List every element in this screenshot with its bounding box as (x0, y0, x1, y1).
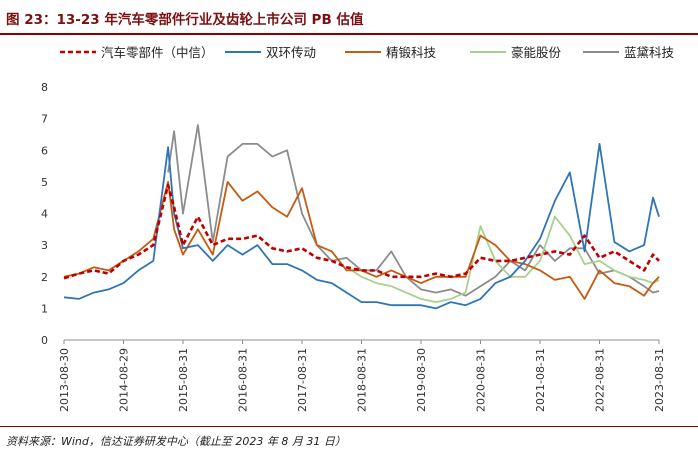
x-tick-label: 2017-08-31 (296, 348, 309, 412)
series-line-2 (63, 181, 660, 300)
legend-label-1: 双环传动 (266, 45, 316, 60)
x-tick-label: 2021-08-31 (534, 348, 547, 412)
y-tick-label: 3 (41, 239, 48, 252)
legend-label-4: 蓝黛科技 (624, 45, 675, 60)
y-tick-label: 0 (41, 334, 48, 347)
x-tick-label: 2019-08-30 (415, 348, 428, 412)
x-tick-label: 2020-08-31 (475, 348, 488, 412)
x-tick-label: 2018-08-31 (356, 348, 369, 412)
y-tick-label: 5 (41, 176, 48, 189)
y-axis-tick-labels: 0 1 2 3 4 5 6 7 8 (41, 81, 48, 347)
x-tick-label: 2013-08-30 (58, 348, 71, 412)
x-tick-label: 2016-08-31 (237, 348, 250, 412)
x-axis-tick-labels: 2013-08-30 2014-08-29 2015-08-31 2016-08-31… (58, 348, 666, 412)
x-tick-label: 2014-08-29 (118, 348, 131, 412)
source-note: 资料来源：Wind，信达证券研发中心（截止至 2023 年 8 月 31 日） (6, 435, 346, 448)
figure-title: 图 23：13-23 年汽车零部件行业及齿轮上市公司 PB 估值 (6, 12, 364, 28)
series-line-4 (167, 124, 660, 297)
x-tick-label: 2023-08-31 (653, 348, 666, 412)
y-tick-label: 4 (41, 208, 48, 221)
series-line-1 (63, 143, 660, 310)
y-tick-label: 7 (41, 113, 48, 126)
y-tick-label: 8 (41, 81, 48, 94)
chart-axes (63, 339, 660, 344)
footer-rule (0, 426, 698, 427)
y-tick-label: 1 (41, 302, 48, 315)
legend-label-2: 精锻科技 (386, 45, 437, 60)
x-tick-label: 2022-08-31 (594, 348, 607, 412)
legend-label-0: 汽车零部件（中信） (101, 45, 214, 60)
legend: 汽车零部件（中信） 双环传动 精锻科技 豪能股份 蓝黛科技 (60, 45, 675, 60)
x-tick-label: 2015-08-31 (177, 348, 190, 412)
plot-area (63, 124, 660, 310)
series-line-0 (63, 183, 660, 280)
y-tick-label: 2 (41, 271, 48, 284)
title-bar: 图 23：13-23 年汽车零部件行业及齿轮上市公司 PB 估值 (0, 0, 698, 35)
legend-label-3: 豪能股份 (511, 45, 562, 60)
y-tick-label: 6 (41, 144, 48, 157)
